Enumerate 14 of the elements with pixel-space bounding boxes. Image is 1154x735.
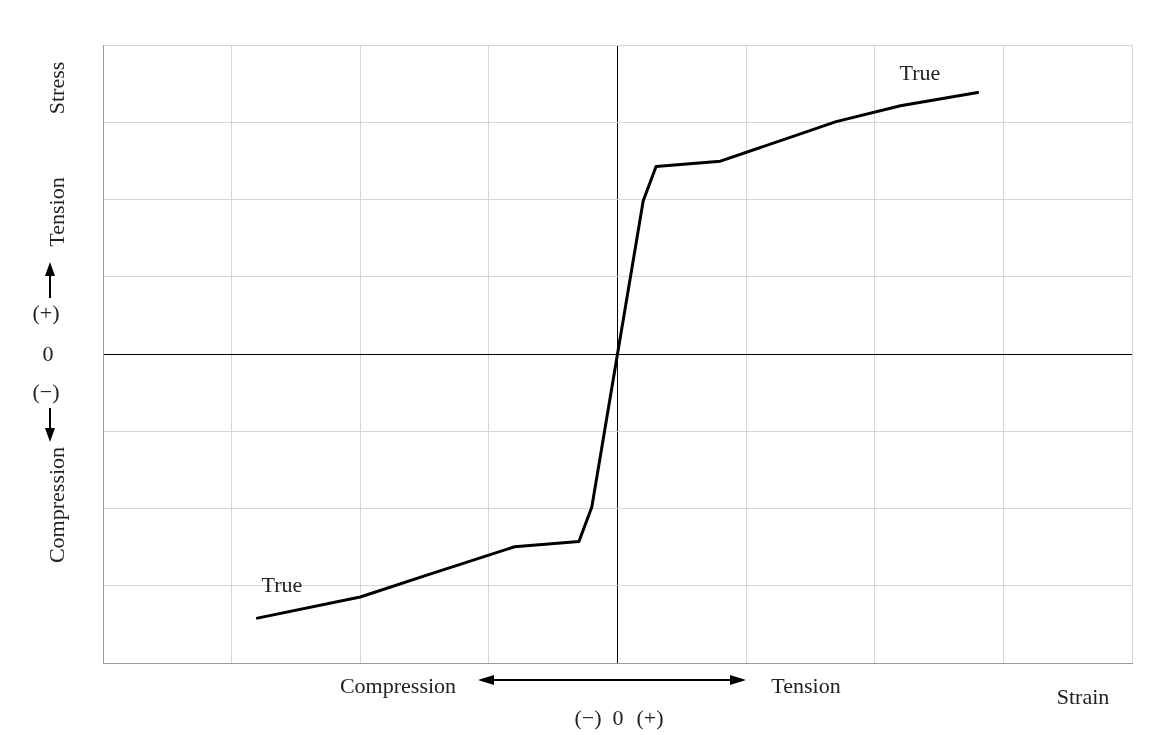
annotation: True [261, 572, 303, 598]
text: True [899, 60, 941, 86]
text: (−) [574, 705, 602, 731]
text: 0 [612, 705, 624, 731]
text: 0 [42, 341, 54, 367]
text: Tension [771, 673, 841, 699]
text: Compression [44, 446, 70, 564]
text: Tension [44, 177, 70, 247]
y-axis-title: Stress [44, 61, 70, 115]
text: (+) [32, 300, 60, 326]
text: Compression [339, 673, 457, 699]
x-axis-title: Strain [1056, 684, 1110, 710]
text: (−) [32, 379, 60, 405]
text: (+) [636, 705, 664, 731]
